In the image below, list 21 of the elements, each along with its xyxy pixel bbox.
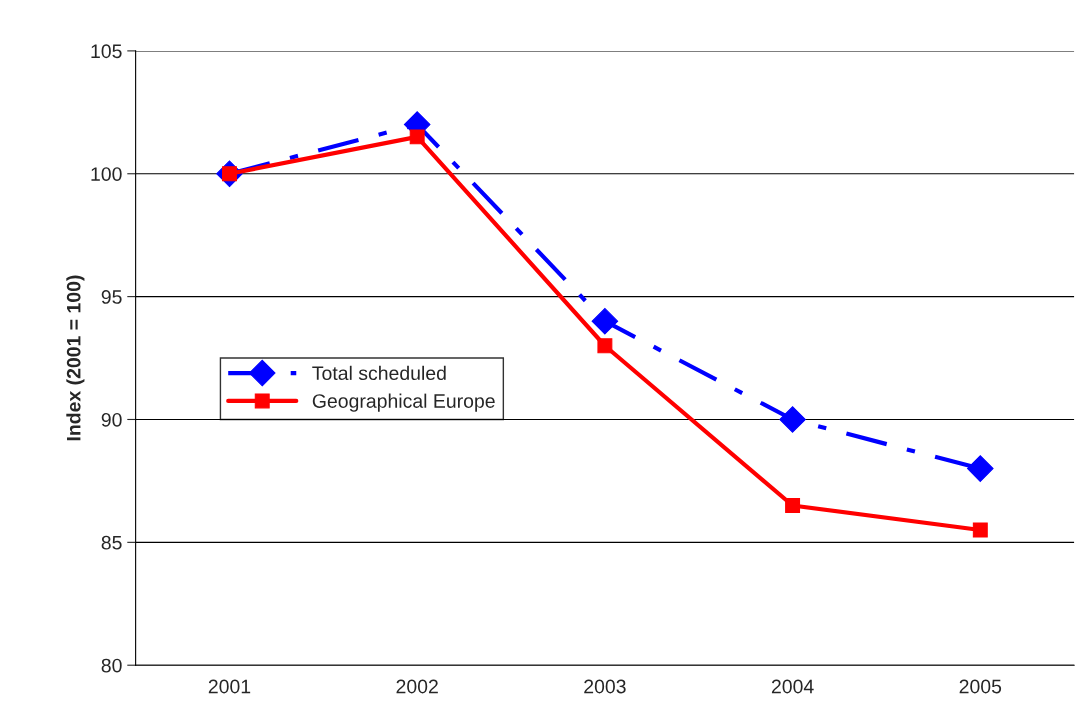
x-tick-label: 2002: [396, 679, 438, 694]
legend-label: Geographical Europe: [312, 393, 495, 412]
y-tick-label: 90: [101, 412, 122, 427]
x-tick-label: 2003: [584, 679, 626, 694]
point: [779, 406, 806, 433]
point: [972, 522, 988, 538]
x-tick-label: 2005: [959, 679, 1002, 694]
point: [591, 307, 619, 335]
legend-label: Total scheduled: [312, 365, 446, 381]
y-tick-label: 80: [101, 658, 122, 673]
x-tick-label: 2001: [208, 679, 251, 694]
y-tick-label: 100: [91, 167, 122, 181]
x-tick-label: 2004: [771, 679, 814, 694]
y-tick-label: 105: [91, 44, 122, 59]
y-axis-title: Index (2001 = 100): [66, 275, 85, 441]
point: [967, 455, 994, 482]
point: [409, 129, 425, 145]
point: [597, 338, 613, 354]
y-tick-label: 95: [101, 290, 122, 304]
y-tick-label: 85: [101, 535, 122, 550]
point: [785, 498, 801, 513]
